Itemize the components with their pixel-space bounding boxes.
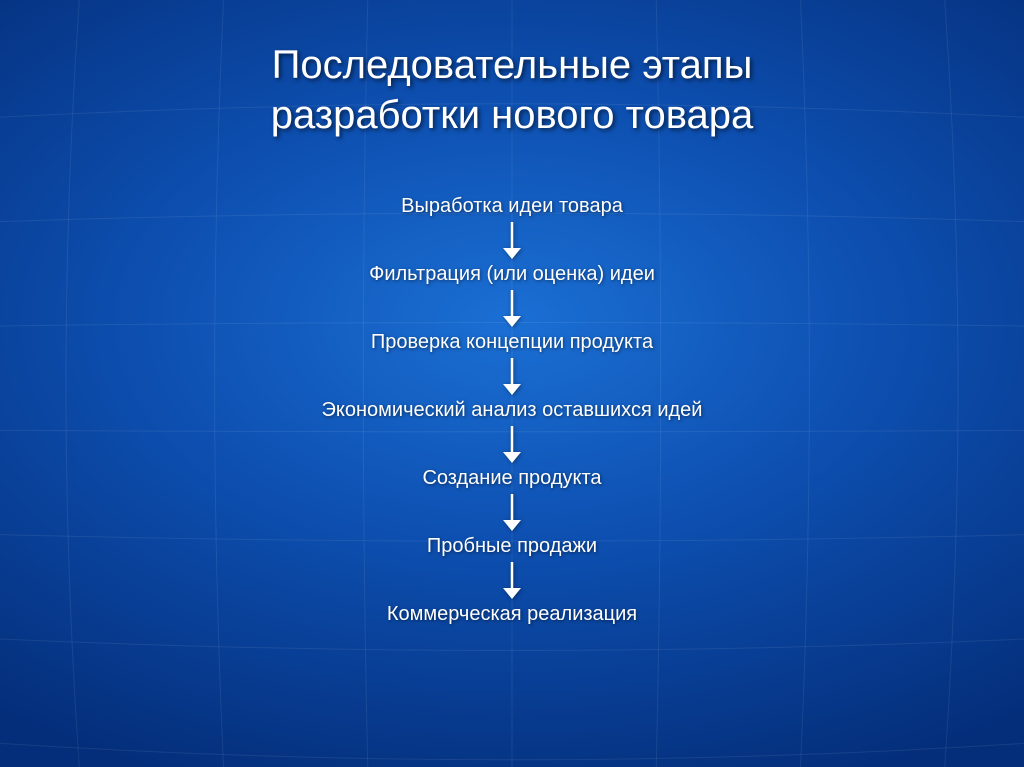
arrow-down-icon	[501, 494, 523, 533]
flow-node: Проверка концепции продукта	[371, 331, 653, 354]
flow-node: Экономический анализ оставшихся идей	[322, 399, 703, 422]
arrow-down-icon	[501, 358, 523, 397]
title-line-2: разработки нового товара	[271, 93, 754, 137]
arrow-down-icon	[501, 290, 523, 329]
flow-node: Коммерческая реализация	[387, 603, 637, 626]
arrow-down-icon	[501, 222, 523, 261]
title-line-1: Последовательные этапы	[272, 43, 753, 87]
flow-node: Пробные продажи	[427, 535, 597, 558]
flow-node: Выработка идеи товара	[401, 195, 623, 218]
flowchart: Выработка идеи товара Фильтрация (или оце…	[322, 195, 703, 626]
arrow-down-icon	[501, 426, 523, 465]
arrow-down-icon	[501, 562, 523, 601]
slide: Последовательные этапы разработки нового…	[0, 0, 1024, 767]
flow-node: Создание продукта	[422, 467, 601, 490]
flow-node: Фильтрация (или оценка) идеи	[369, 263, 655, 286]
slide-title: Последовательные этапы разработки нового…	[271, 40, 754, 140]
